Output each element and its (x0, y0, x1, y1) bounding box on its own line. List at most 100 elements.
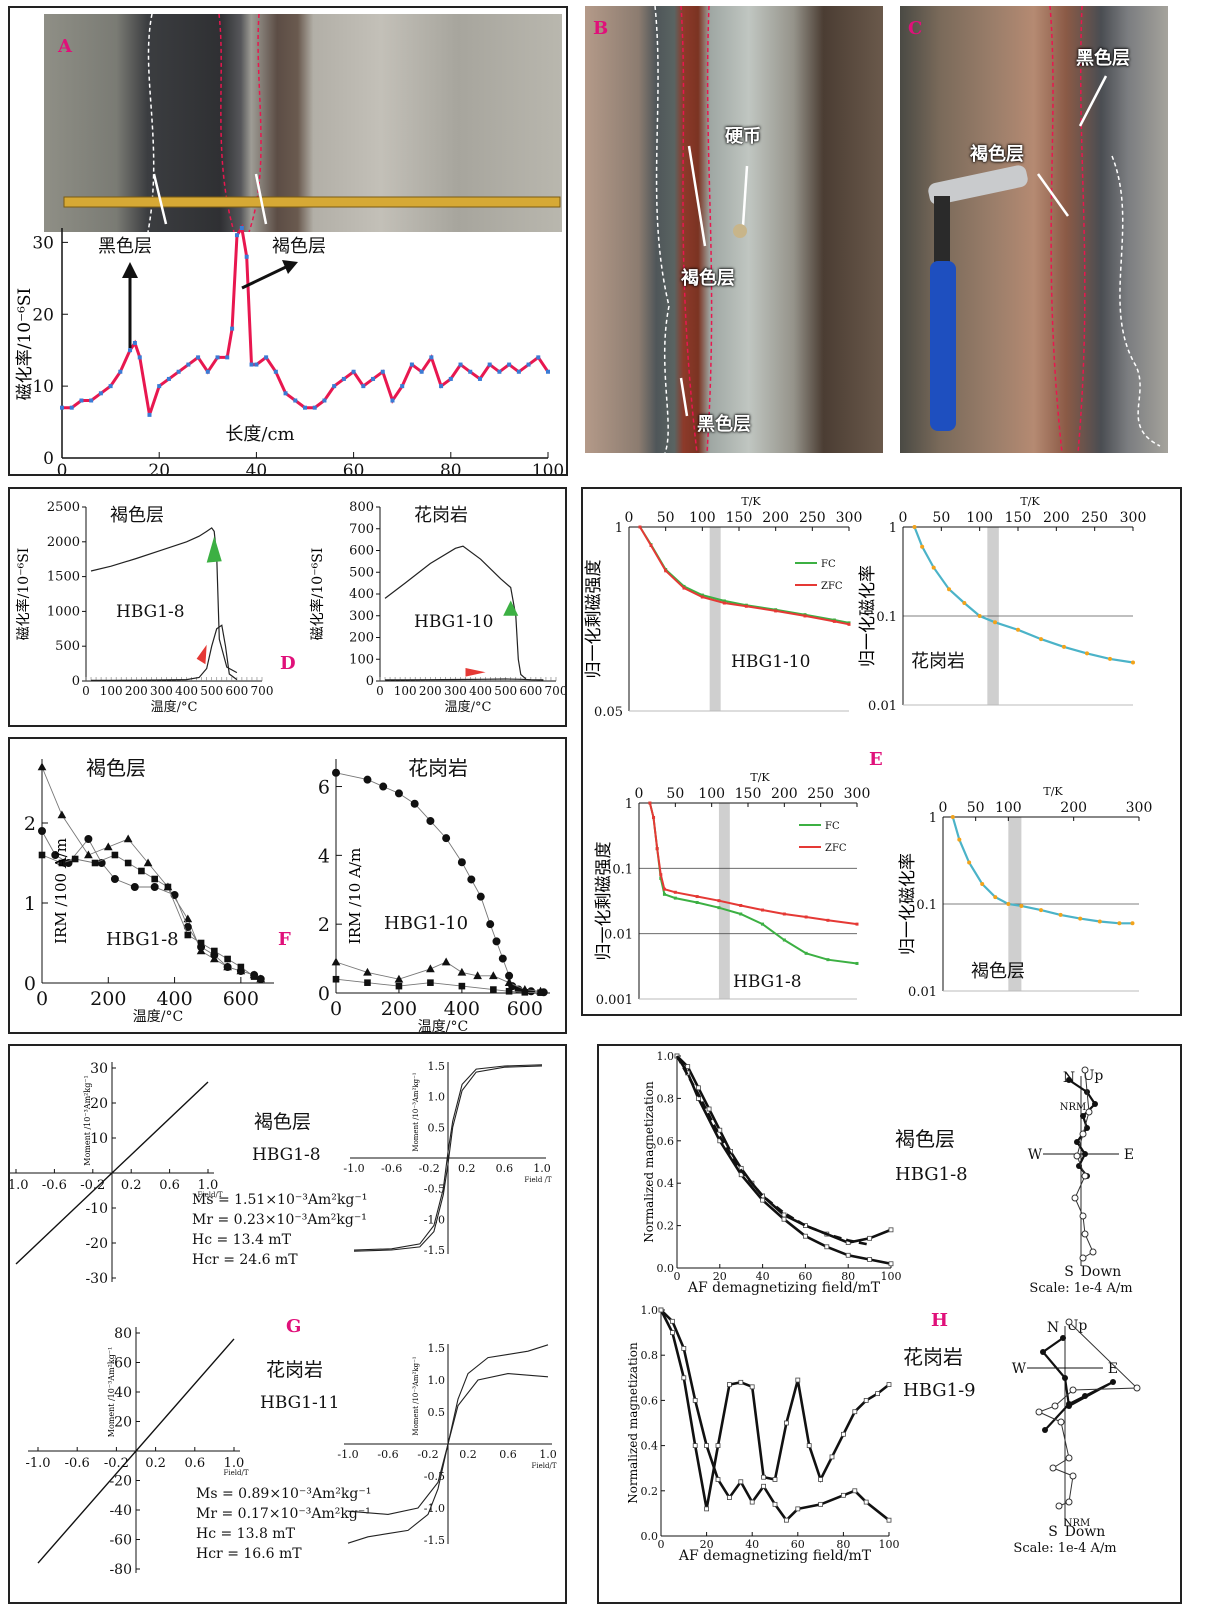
x-tick-label: 0 (939, 800, 948, 816)
y-tick-label: 1 (625, 797, 633, 812)
y-tick-label: 1 (24, 893, 36, 915)
x-tick-label: 0.6 (159, 1178, 180, 1193)
data-point (419, 369, 424, 374)
zijderveld-filled-point (1066, 1401, 1072, 1407)
x-tick-label: 50 (932, 510, 950, 526)
data-point (783, 1517, 789, 1523)
y-tick-label: 500 (55, 639, 80, 654)
y-tick-label: 20 (114, 1415, 132, 1431)
data-point (692, 1397, 698, 1403)
photo-a-outcrop: A (44, 14, 562, 232)
x-tick-label: 100 (100, 684, 123, 698)
inset-loop-lower (353, 1065, 543, 1252)
chart-f-irm-thermal-demag: 0 200 400 600 0 1 2 温度/°C IRM /100 A/m 褐色层 HBG1-8 0… (24, 756, 550, 1032)
y-tick-label: 1 (615, 521, 623, 536)
x-tick-label: -0.6 (42, 1178, 67, 1193)
data-point (804, 951, 808, 955)
y-axis-label: Moment /10⁻³Am²kg⁻¹ (83, 1075, 92, 1166)
data-point (783, 1420, 789, 1426)
panel-label-h: H (931, 1310, 949, 1331)
y-tick-label: -60 (109, 1533, 132, 1549)
x-tick-label: 80 (836, 1538, 850, 1551)
hysteresis-line (37, 1338, 235, 1564)
data-point (147, 412, 152, 417)
inset-x-tick-label: 0.6 (496, 1162, 514, 1175)
marker-triangle (363, 967, 372, 976)
x-tick-label: 0 (899, 510, 908, 526)
x-axis-label: Field/T (224, 1469, 249, 1477)
zijderveld-open-point (1079, 1130, 1087, 1138)
marker-circle (363, 775, 372, 784)
zijderveld-open-point (1089, 1248, 1097, 1256)
data-point (1117, 921, 1122, 926)
cooling-arrow (465, 667, 486, 677)
data-point (704, 1506, 709, 1512)
y-tick-label: 0.6 (641, 1394, 659, 1407)
data-point (507, 362, 512, 367)
x-axis-label: 温度/°C (133, 1009, 183, 1025)
x-tick-label: 250 (799, 510, 826, 526)
inset-x-tick-label: -1.0 (337, 1448, 358, 1461)
data-point (1130, 921, 1135, 926)
x-tick-label: 500 (494, 684, 517, 698)
data-point (273, 369, 278, 374)
y-tick-label: 4 (318, 845, 330, 867)
x-tick-label: -1.0 (10, 1178, 29, 1193)
marker-circle (256, 975, 265, 983)
data-point (132, 341, 137, 345)
y-tick-label: 0.1 (876, 610, 897, 625)
marker-square (58, 859, 66, 867)
data-point (341, 376, 346, 381)
data-point (1019, 903, 1024, 908)
sample-label: HBG1-8 (895, 1164, 968, 1185)
y-axis-label: Normalized magnetization (626, 1342, 640, 1504)
marker-square (91, 859, 99, 867)
data-point (196, 355, 201, 360)
marker-square (224, 955, 231, 963)
x-tick-label: 200 (419, 684, 442, 698)
marker-square (184, 931, 192, 939)
panel-label-g: G (286, 1316, 302, 1337)
sample-label: HBG1-10 (414, 612, 493, 632)
data-point (726, 1382, 732, 1387)
y-tick-label: 0.0 (657, 1262, 675, 1275)
panel-d: 0 100 200 300 400 500 600 700 0 500 1000 1500 2000 25… (8, 487, 567, 727)
inset-x-tick-label: -0.6 (381, 1162, 402, 1175)
zijderveld-open-point (1049, 1464, 1057, 1472)
data-point (706, 1106, 712, 1112)
data-point (186, 362, 191, 367)
panel-label-c: C (908, 18, 923, 39)
marker-triangle (394, 974, 404, 983)
y-tick-label: 0.2 (641, 1485, 659, 1498)
data-point (1016, 627, 1020, 632)
data-point (1058, 912, 1063, 917)
y-tick-label: 0.4 (641, 1440, 659, 1453)
legend-label: FC (825, 821, 840, 832)
x-tick-label: 40 (745, 1538, 759, 1551)
x-tick-label: -0.6 (65, 1456, 90, 1471)
x-axis-label: T/K (741, 495, 761, 508)
x-tick-label: 60 (791, 1538, 805, 1551)
data-point (429, 355, 434, 360)
chart-title: 褐色层 (110, 505, 164, 526)
data-point (312, 405, 317, 410)
data-point (497, 369, 502, 374)
zijderveld-scale: Scale: 1e-4 A/m (1029, 1281, 1132, 1296)
x-tick-label: 0 (330, 998, 342, 1020)
data-point (867, 1257, 873, 1262)
x-tick-label: 100 (966, 510, 993, 526)
data-point (738, 1479, 744, 1485)
data-point (652, 815, 656, 819)
x-tick-label: 0.2 (121, 1178, 142, 1193)
y-tick-label: 0.8 (657, 1092, 675, 1105)
panel-a: A 0 20 40 60 80 100 0 10 20 30 长度/cm 磁化率/10⁻⁶SI 黑色层 褐… (8, 6, 568, 476)
photo-b-label-brown: 褐色层 (681, 268, 735, 289)
data-point (448, 376, 453, 381)
x-tick-label: 250 (1081, 510, 1108, 526)
inset-y-axis-label: Moment /10⁻³Am²kg⁻¹ (412, 1072, 420, 1151)
marker-circle (426, 816, 435, 825)
data-point (993, 620, 997, 625)
data-point (673, 890, 677, 894)
y-tick-label: 80 (114, 1326, 132, 1342)
x-tick-label: 100 (881, 1270, 902, 1283)
